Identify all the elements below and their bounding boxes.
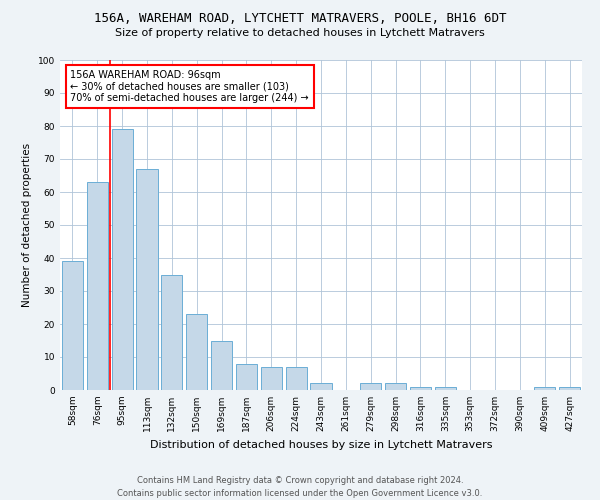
Text: 156A, WAREHAM ROAD, LYTCHETT MATRAVERS, POOLE, BH16 6DT: 156A, WAREHAM ROAD, LYTCHETT MATRAVERS, … xyxy=(94,12,506,26)
Bar xyxy=(161,274,182,390)
Bar xyxy=(435,386,456,390)
Y-axis label: Number of detached properties: Number of detached properties xyxy=(22,143,32,307)
Bar xyxy=(62,262,83,390)
Text: 156A WAREHAM ROAD: 96sqm
← 30% of detached houses are smaller (103)
70% of semi-: 156A WAREHAM ROAD: 96sqm ← 30% of detach… xyxy=(70,70,309,103)
Bar xyxy=(559,386,580,390)
Text: Size of property relative to detached houses in Lytchett Matravers: Size of property relative to detached ho… xyxy=(115,28,485,38)
Bar xyxy=(410,386,431,390)
Bar xyxy=(186,314,207,390)
Bar xyxy=(360,384,381,390)
X-axis label: Distribution of detached houses by size in Lytchett Matravers: Distribution of detached houses by size … xyxy=(150,440,492,450)
Bar xyxy=(286,367,307,390)
Bar xyxy=(136,169,158,390)
Bar xyxy=(236,364,257,390)
Bar xyxy=(534,386,555,390)
Text: Contains HM Land Registry data © Crown copyright and database right 2024.
Contai: Contains HM Land Registry data © Crown c… xyxy=(118,476,482,498)
Bar xyxy=(87,182,108,390)
Bar xyxy=(261,367,282,390)
Bar xyxy=(112,130,133,390)
Bar xyxy=(211,340,232,390)
Bar xyxy=(385,384,406,390)
Bar xyxy=(310,384,332,390)
